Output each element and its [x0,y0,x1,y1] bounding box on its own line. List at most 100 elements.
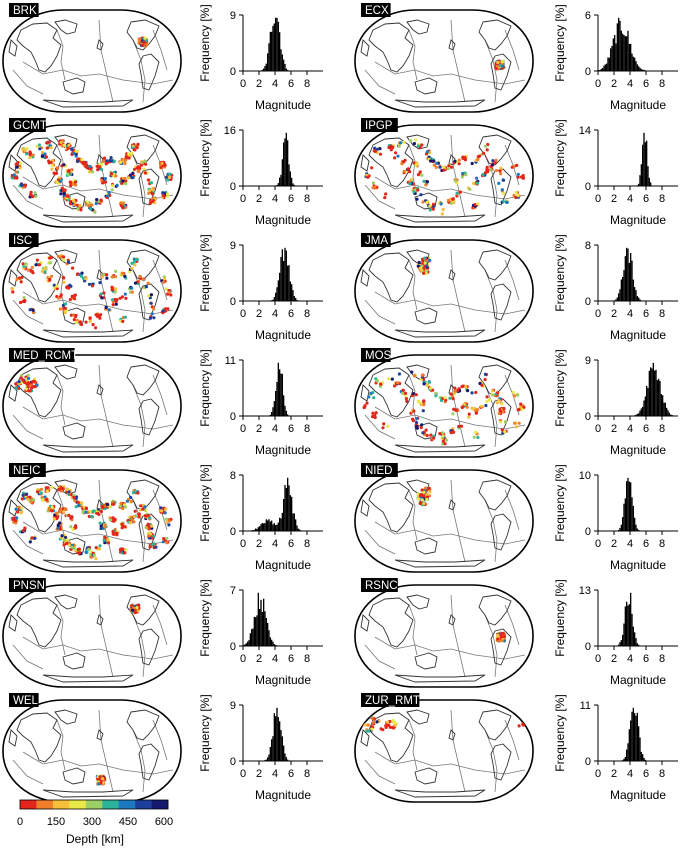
quake-dot [475,181,479,185]
map-content [8,364,174,453]
quake-dot [415,197,419,201]
histogram-bar [622,33,624,71]
histogram-bar [281,512,283,531]
quake-dot [391,726,395,730]
histogram-bar [273,23,275,71]
quake-dot [48,261,53,265]
histogram-bar [615,299,617,301]
quake-dot [420,173,424,177]
colorbar-swatch [135,800,152,809]
quake-dot [412,142,416,146]
x-tick-label: 2 [611,768,617,780]
quake-dot [149,293,153,297]
histogram-bar [276,707,278,761]
x-tick-label: 8 [659,423,665,435]
coastline [42,789,134,798]
x-tick-label: 2 [256,193,262,205]
histogram-bar [289,495,291,531]
quake-dot [60,534,64,538]
quake-dot [460,175,464,179]
histogram-bar [264,760,266,761]
histogram-bar [643,132,645,186]
quake-dot [128,521,132,525]
quake-dot [474,390,478,395]
histogram-bar [623,758,625,761]
quake-dot [513,421,517,425]
plate-boundary [504,144,520,186]
quake-dot [65,487,69,492]
histogram-bar [288,265,290,301]
histogram-bar [638,726,640,761]
histogram-bar [639,299,641,301]
histogram-bar [620,279,622,301]
coastline [138,398,160,436]
quake-dot [416,497,420,501]
quake-dot [79,208,83,212]
histogram-bar [670,414,672,416]
quake-dot [124,296,128,300]
histogram-bar [259,526,261,531]
x-axis-label: Magnitude [255,673,311,687]
quake-dot [55,180,59,184]
quake-dot [69,516,73,520]
x-tick-label: 0 [595,538,601,550]
coastline [126,709,160,741]
quake-dot [43,495,47,499]
quake-dot [428,208,432,212]
quake-dot [16,386,21,391]
histogram-bar [279,32,281,71]
histogram-bar [647,166,649,186]
quake-dot [24,262,28,266]
quake-dot [123,315,127,319]
coastline [368,367,414,418]
quake-dot [45,489,49,494]
quake-dot [421,431,425,435]
quake-dot [459,424,464,428]
quake-dot [32,498,36,502]
coastline [368,712,414,763]
quake-dot [412,392,416,396]
quake-dot [371,181,375,185]
colorbar-swatch [36,800,54,809]
quake-dot [425,492,429,497]
y-tick-max: 8 [585,240,591,252]
coastline [62,422,86,440]
quake-dot [496,633,500,638]
quake-dot [127,176,131,180]
quake-dot [412,409,416,413]
quake-dot [111,303,115,307]
histogram-bar [628,604,630,646]
coastline [16,712,62,763]
quake-dot [131,491,135,495]
coastline [54,364,78,380]
histogram-bar [279,721,281,761]
coastline [62,652,86,670]
quake-dot [61,138,65,143]
quake-dot [165,536,169,540]
coastline [360,154,370,172]
x-axis-label: Magnitude [255,788,311,802]
plate-boundary [56,604,66,656]
quake-dot [133,263,137,267]
histogram-bar [285,487,287,531]
quake-dot [102,291,106,295]
quake-dot [458,190,462,194]
coastline [490,283,512,321]
quake-dot [444,398,448,402]
histogram-bar [634,632,636,646]
quake-dot [464,173,468,177]
agency-label: ZUR_RMT [365,695,420,707]
x-tick-label: 4 [627,193,633,205]
quake-dot [483,378,487,382]
plate-boundary [504,489,520,531]
plate-boundary [152,604,168,646]
depth-colorbar: 0 150 300 450 600 Depth [km] [0,790,190,850]
quake-dot [423,486,427,490]
quake-dot [434,165,438,169]
quake-dot [133,610,137,615]
quake-dot [150,536,154,540]
quake-dot [452,201,456,205]
quake-dot [66,172,70,176]
histogram-bar [635,638,637,646]
quake-dot [39,491,43,495]
